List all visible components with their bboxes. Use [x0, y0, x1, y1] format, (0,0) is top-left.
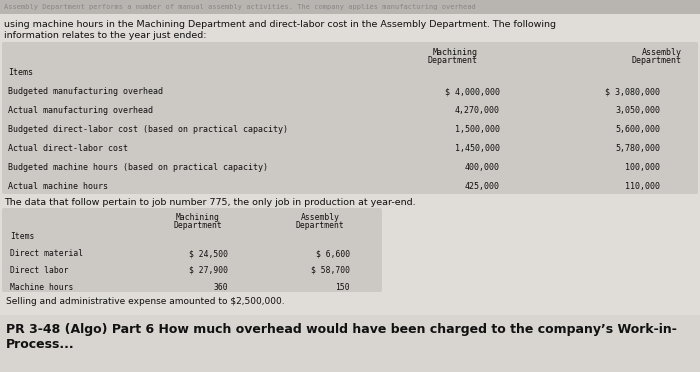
Text: Machine hours: Machine hours	[10, 283, 74, 292]
Text: Machining: Machining	[176, 213, 220, 222]
Text: $ 3,080,000: $ 3,080,000	[605, 87, 660, 96]
Text: 5,780,000: 5,780,000	[615, 144, 660, 153]
Text: $ 6,600: $ 6,600	[316, 249, 350, 258]
Text: Budgeted machine hours (based on practical capacity): Budgeted machine hours (based on practic…	[8, 163, 268, 172]
Text: $ 27,900: $ 27,900	[189, 266, 228, 275]
Text: 1,450,000: 1,450,000	[455, 144, 500, 153]
Text: 150: 150	[335, 283, 350, 292]
Text: Selling and administrative expense amounted to $2,500,000.: Selling and administrative expense amoun…	[6, 297, 285, 306]
Text: Items: Items	[8, 68, 33, 77]
Text: 3,050,000: 3,050,000	[615, 106, 660, 115]
Text: $ 4,000,000: $ 4,000,000	[445, 87, 500, 96]
Text: 100,000: 100,000	[625, 163, 660, 172]
Text: Department: Department	[295, 221, 344, 230]
Text: Direct labor: Direct labor	[10, 266, 69, 275]
FancyBboxPatch shape	[2, 208, 382, 292]
Text: Assembly Department performs a number of manual assembly activities. The company: Assembly Department performs a number of…	[4, 4, 476, 10]
FancyBboxPatch shape	[0, 315, 700, 372]
Text: $ 58,700: $ 58,700	[311, 266, 350, 275]
Text: 360: 360	[214, 283, 228, 292]
Text: Budgeted manufacturing overhead: Budgeted manufacturing overhead	[8, 87, 163, 96]
Text: 1,500,000: 1,500,000	[455, 125, 500, 134]
Text: Assembly: Assembly	[642, 48, 682, 57]
Text: 5,600,000: 5,600,000	[615, 125, 660, 134]
Text: Assembly: Assembly	[300, 213, 340, 222]
Text: PR 3-48 (Algo) Part 6 How much overhead would have been charged to the company’s: PR 3-48 (Algo) Part 6 How much overhead …	[6, 323, 677, 336]
Text: Machining: Machining	[433, 48, 478, 57]
Text: The data that follow pertain to job number 775, the only job in production at ye: The data that follow pertain to job numb…	[4, 198, 416, 207]
Text: 400,000: 400,000	[465, 163, 500, 172]
Text: Process...: Process...	[6, 338, 75, 351]
Text: Actual machine hours: Actual machine hours	[8, 182, 108, 191]
Text: Items: Items	[10, 232, 34, 241]
Text: Department: Department	[174, 221, 223, 230]
Text: 425,000: 425,000	[465, 182, 500, 191]
Text: Actual manufacturing overhead: Actual manufacturing overhead	[8, 106, 153, 115]
FancyBboxPatch shape	[2, 42, 698, 194]
Text: Department: Department	[632, 56, 682, 65]
Text: using machine hours in the Machining Department and direct-labor cost in the Ass: using machine hours in the Machining Dep…	[4, 20, 556, 29]
Text: Direct material: Direct material	[10, 249, 83, 258]
Text: Actual direct-labor cost: Actual direct-labor cost	[8, 144, 128, 153]
Text: $ 24,500: $ 24,500	[189, 249, 228, 258]
Text: information relates to the year just ended:: information relates to the year just end…	[4, 31, 206, 40]
Text: 4,270,000: 4,270,000	[455, 106, 500, 115]
FancyBboxPatch shape	[0, 0, 700, 14]
Text: Department: Department	[428, 56, 478, 65]
Text: Budgeted direct-labor cost (based on practical capacity): Budgeted direct-labor cost (based on pra…	[8, 125, 288, 134]
Text: 110,000: 110,000	[625, 182, 660, 191]
